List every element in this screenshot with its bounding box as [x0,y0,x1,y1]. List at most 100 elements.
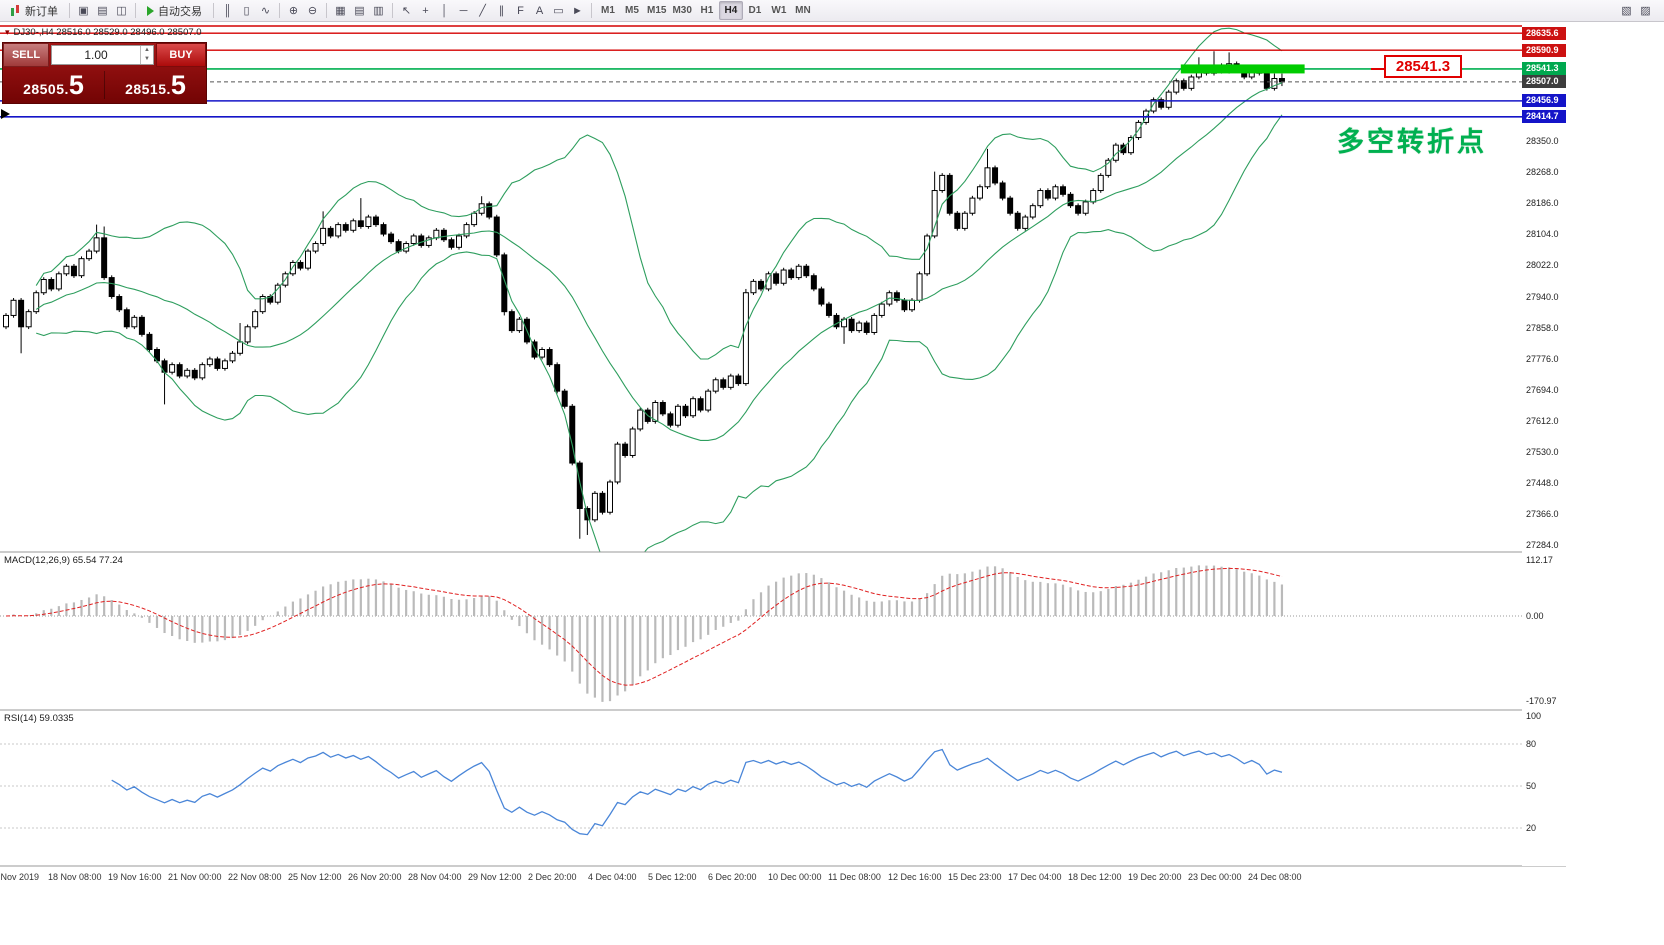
time-label: 15 Dec 23:00 [948,872,1002,882]
auto-trading-label: 自动交易 [158,5,202,18]
main-toolbar: 新订单 ▣ ▤ ◫ 自动交易 ║ ▯ ∿ ⊕ ⊖ ▦ ▤ ▥ ↖ + │ ─ ╱ ∥ F A ▭ ► M1 M5 M… [0,0,1664,22]
sell-price[interactable]: 28505. 5 [3,67,104,103]
lot-decrease-icon[interactable]: ▼ [144,56,150,62]
vertical-line-icon[interactable]: │ [435,1,454,20]
auto-trading-button[interactable]: 自动交易 [140,1,209,20]
price-divider [104,71,105,99]
rsi-indicator-label: RSI(14) 59.0335 [4,713,74,724]
sell-price-pips: 5 [68,70,84,100]
indicators-icon[interactable]: ▧ [1617,1,1636,20]
trendline-icon[interactable]: ╱ [473,1,492,20]
horizontal-line-icon[interactable]: ─ [454,1,473,20]
timeframe-m5[interactable]: M5 [620,1,644,20]
price-scale[interactable]: 28350.0 28268.0 28186.0 28104.0 28022.0 27940… [1522,22,1566,866]
macd-scale-tick: 112.17 [1526,554,1553,565]
time-label: 15 Nov 2019 [0,872,40,882]
macd-scale-tick: -170.97 [1526,696,1557,707]
time-label: 11 Dec 08:00 [828,872,881,882]
channel-icon[interactable]: ∥ [492,1,511,20]
price-tick: 27530.0 [1526,446,1559,457]
price-tick: 27366.0 [1526,508,1559,519]
sell-price-main: 28505. [23,81,69,97]
time-label: 5 Dec 12:00 [648,872,697,882]
toolbar-separator [591,3,592,18]
toolbar-separator [135,3,136,18]
crosshair-icon[interactable]: + [416,1,435,20]
toolbar-group-right: ▧ ▨ [1617,1,1655,20]
rsi-scale-tick: 50 [1526,781,1537,791]
buy-price[interactable]: 28515. 5 [105,67,206,103]
new-order-button[interactable]: 新订单 [3,1,65,20]
time-label: 18 Nov 08:00 [48,872,102,882]
lot-value: 1.00 [84,48,108,62]
symbol-info: ▾ DJ30-,H4 28516.0 28529.0 28496.0 28507… [5,27,202,38]
price-annotation-box[interactable]: 28541.3 [1384,55,1462,78]
price-tag: 28414.7 [1522,110,1566,124]
time-label: 12 Dec 16:00 [888,872,942,882]
lot-size-field[interactable]: 1.00 ▲ ▼ [51,45,154,65]
sell-button[interactable]: SELL [3,43,49,67]
buy-button[interactable]: BUY [156,43,206,67]
timeframe-m1[interactable]: M1 [596,1,620,20]
new-order-label: 新订单 [25,5,58,18]
time-label: 25 Nov 12:00 [288,872,342,882]
candlestick-chart-icon[interactable]: ▯ [237,1,256,20]
new-chart-icon[interactable]: ▣ [74,1,93,20]
price-tick: 28022.0 [1526,260,1559,271]
arrow-tool-icon[interactable]: ► [568,1,587,20]
label-icon[interactable]: ▭ [549,1,568,20]
search-icon[interactable]: ▨ [1636,1,1655,20]
time-label: 6 Dec 20:00 [708,872,757,882]
tile-windows-icon[interactable]: ▦ [331,1,350,20]
cascade-windows-icon[interactable]: ▤ [350,1,369,20]
price-annotation-tick [1371,68,1384,70]
profiles-icon[interactable]: ▤ [93,1,112,20]
price-tick: 28268.0 [1526,167,1559,178]
line-chart-icon[interactable]: ∿ [256,1,275,20]
toolbar-separator [279,3,280,18]
buy-price-pips: 5 [170,70,186,100]
price-tick: 27284.0 [1526,539,1559,550]
fibonacci-icon[interactable]: F [511,1,530,20]
time-label: 2 Dec 20:00 [528,872,577,882]
toolbar-group-drawing-tools: ↖ + │ ─ ╱ ∥ F A ▭ ► [397,1,587,20]
toolbar-group-zoom: ⊕ ⊖ [284,1,322,20]
arrange-icon[interactable]: ▥ [369,1,388,20]
timeframe-m15[interactable]: M15 [644,1,669,20]
price-chart-canvas[interactable] [0,22,1566,892]
time-label: 19 Dec 20:00 [1128,872,1182,882]
data-window-icon[interactable]: ◫ [112,1,131,20]
buy-price-main: 28515. [125,81,171,97]
text-icon[interactable]: A [530,1,549,20]
lot-spinner: ▲ ▼ [140,46,153,64]
one-click-collapse-icon[interactable]: ▾ [5,27,10,37]
toolbar-group-layout: ▦ ▤ ▥ [331,1,388,20]
toolbar-group-windows: ▣ ▤ ◫ [74,1,131,20]
toolbar-group-timeframes: M1 M5 M15 M30 H1 H4 D1 W1 MN [596,1,815,20]
timeframe-d1[interactable]: D1 [743,1,767,20]
play-icon [147,5,154,16]
timeframe-h1[interactable]: H1 [695,1,719,20]
price-tag: 28456.9 [1522,94,1566,108]
price-tag: 28590.9 [1522,43,1566,57]
symbol-ohlc-readout: DJ30-,H4 28516.0 28529.0 28496.0 28507.0 [13,27,202,38]
chinese-annotation: 多空转折点 [1337,127,1487,157]
timeframe-mn[interactable]: MN [791,1,815,20]
price-tag: 28635.6 [1522,26,1566,40]
toolbar-separator [392,3,393,18]
lot-increase-icon[interactable]: ▲ [144,47,150,53]
zoom-out-icon[interactable]: ⊖ [303,1,322,20]
timeframe-m30[interactable]: M30 [669,1,694,20]
cursor-icon[interactable]: ↖ [397,1,416,20]
price-tag: 28541.3 [1522,62,1566,76]
time-label: 29 Nov 12:00 [468,872,522,882]
timeframe-w1[interactable]: W1 [767,1,791,20]
timeframe-h4[interactable]: H4 [718,1,743,20]
time-label: 24 Dec 08:00 [1248,872,1302,882]
bar-chart-icon[interactable]: ║ [218,1,237,20]
zoom-in-icon[interactable]: ⊕ [284,1,303,20]
price-tick: 27776.0 [1526,353,1559,364]
time-label: 10 Dec 00:00 [768,872,822,882]
time-axis[interactable]: 15 Nov 2019 18 Nov 08:00 19 Nov 16:00 21 No… [0,870,1522,890]
